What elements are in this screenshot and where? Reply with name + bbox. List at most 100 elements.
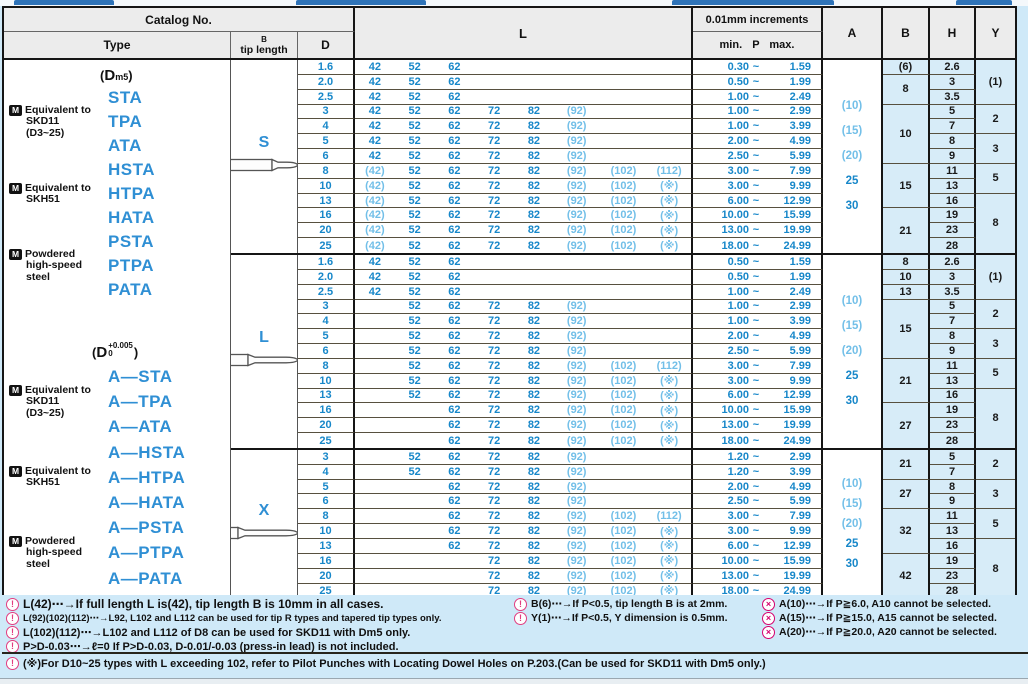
l-value: 82 <box>527 179 541 192</box>
h-value-cell: 3.5 <box>930 284 976 300</box>
p-min: 6.00 <box>727 389 749 402</box>
d-value-cell: 13 <box>298 193 355 209</box>
l-value: 82 <box>527 584 541 597</box>
l-values-cell: (42) 52 62 72 82 (92) (102) (※) <box>355 238 693 253</box>
h-value-cell: 28 <box>930 583 976 599</box>
material-block: M Powdered high-speed steel PSTA PTPA PATA <box>4 230 230 302</box>
p-tilde: ~ <box>752 270 760 283</box>
l-values-cell: 52 62 72 82 (92) <box>355 314 693 330</box>
l-values-cell: 62 72 82 (92) (102) (※) <box>355 539 693 554</box>
footnote-text: L(102)(112)⋯→L102 and L112 of D8 can be … <box>23 626 411 639</box>
p-range-cell: 13.00 ~19.99 <box>693 418 823 434</box>
l-value: (92) <box>566 554 587 567</box>
punch-s-icon <box>231 152 297 178</box>
material-label: M Equivalent to SKD11 (D3~25) <box>4 104 108 140</box>
l-values-cell: 42 52 62 <box>355 89 693 105</box>
l-value: 62 <box>448 525 461 538</box>
p-max: 24.99 <box>783 434 811 447</box>
p-range-cell: 3.00 ~9.99 <box>693 178 823 194</box>
l-value: 62 <box>448 344 461 357</box>
l-value: (92) <box>566 179 587 192</box>
footnote-text: A(10)⋯→If P≧6.0, A10 cannot be selected. <box>779 598 992 610</box>
l-values-cell: 52 62 72 82 (92) <box>355 329 693 345</box>
l-value: (92) <box>566 105 587 118</box>
l-value: 52 <box>408 105 421 118</box>
p-min: 6.00 <box>727 194 749 207</box>
d-value-cell: 8 <box>298 358 355 374</box>
footnote-divider <box>2 652 1028 654</box>
l-value: (92) <box>566 404 587 417</box>
p-min: 18.00 <box>721 584 749 597</box>
p-max: 15.99 <box>783 554 811 567</box>
l-value: (102) <box>610 194 637 207</box>
l-value: 82 <box>527 149 541 162</box>
l-value: 72 <box>488 359 501 372</box>
p-range-cell: 6.00 ~12.99 <box>693 539 823 554</box>
y-value-cell: 3 <box>976 134 1015 164</box>
p-tilde: ~ <box>752 105 760 118</box>
p-tilde: ~ <box>752 434 760 447</box>
l-value: (92) <box>566 330 587 343</box>
p-range-cell: 1.20 ~2.99 <box>693 449 823 465</box>
p-max: 19.99 <box>783 224 811 237</box>
header-min-p-max: min. P max. <box>693 32 823 58</box>
d-value-cell: 13 <box>298 388 355 404</box>
p-range-cell: 3.00 ~7.99 <box>693 509 823 525</box>
p-range-cell: 0.50 ~1.99 <box>693 74 823 90</box>
p-tilde: ~ <box>752 404 760 417</box>
d-value-cell: 10 <box>298 524 355 539</box>
l-value: (※) <box>660 180 679 193</box>
p-min: 13.00 <box>721 224 749 237</box>
a-values-cell: (10) (15) (20) 25 30 <box>823 254 883 448</box>
l-value: 82 <box>527 164 541 177</box>
type-code: A—STA <box>108 367 173 386</box>
header-d: D <box>298 32 355 58</box>
p-min: 10.00 <box>721 554 749 567</box>
p-range-cell: 13.00 ~19.99 <box>693 568 823 584</box>
p-min: 0.50 <box>727 75 749 88</box>
b-value-cell: (6) <box>883 60 930 75</box>
b-value-cell: 21 <box>883 358 930 404</box>
l-value: 52 <box>408 465 421 478</box>
l-values-cell: 72 82 (92) (102) (※) <box>355 583 693 599</box>
a-value: (15) <box>841 498 863 511</box>
l-value: 72 <box>488 149 501 162</box>
p-range-cell: 2.00 ~4.99 <box>693 479 823 495</box>
p-min: 0.50 <box>727 270 749 283</box>
cannot-select-icon: × <box>762 597 775 611</box>
p-range-cell: 1.00 ~2.99 <box>693 104 823 120</box>
l-value: 52 <box>408 450 421 463</box>
d-value-cell: 25 <box>298 583 355 599</box>
l-value: 72 <box>488 194 501 207</box>
l-value: 72 <box>488 434 501 447</box>
shape-label: L <box>259 328 269 346</box>
h-value-cell: 19 <box>930 208 976 224</box>
footnote-text: A(15)⋯→If P≧15.0, A15 cannot be selected… <box>779 612 997 624</box>
p-min: 2.00 <box>727 135 749 148</box>
material-label: M Powdered high-speed steel <box>4 535 108 571</box>
header-tip-length-b: B <box>261 35 267 44</box>
l-value: 82 <box>527 105 541 118</box>
a-value: 30 <box>845 200 859 213</box>
y-value-cell: 5 <box>976 509 1015 539</box>
l-value: (42) <box>365 239 385 252</box>
l-value: (42) <box>365 164 385 177</box>
l-value: 52 <box>408 255 421 268</box>
l-value: (92) <box>566 374 587 387</box>
p-max: 7.99 <box>789 164 811 177</box>
l-value: (92) <box>566 359 587 372</box>
l-value: 62 <box>448 404 461 417</box>
p-range-cell: 3.00 ~7.99 <box>693 358 823 374</box>
l-value: 62 <box>448 224 461 237</box>
l-value: 42 <box>368 149 381 162</box>
l-value: (102) <box>610 525 637 538</box>
d-value-cell: 4 <box>298 119 355 135</box>
l-value: 62 <box>448 239 461 252</box>
y-value-cell: 3 <box>976 329 1015 359</box>
p-tilde: ~ <box>752 239 760 252</box>
h-value-cell: 16 <box>930 193 976 209</box>
l-value: (※) <box>660 525 679 538</box>
header-increments: 0.01mm increments <box>693 8 823 32</box>
l-value: 82 <box>527 120 541 133</box>
